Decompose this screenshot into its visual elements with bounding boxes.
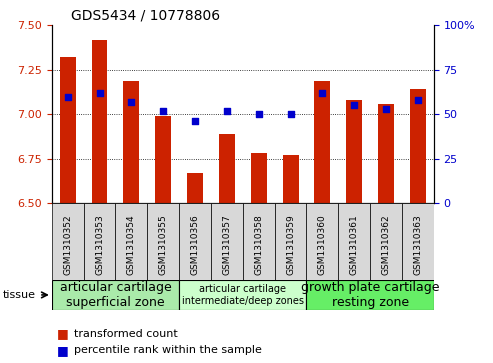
- Text: ■: ■: [57, 344, 69, 357]
- Bar: [92, 40, 107, 203]
- Bar: [84, 203, 115, 280]
- Bar: [275, 203, 307, 280]
- Bar: [346, 100, 362, 203]
- Point: [64, 94, 71, 99]
- Text: articular cartilage
intermediate/deep zones: articular cartilage intermediate/deep zo…: [182, 284, 304, 306]
- Bar: [307, 203, 338, 280]
- Bar: [370, 203, 402, 280]
- Point: [286, 111, 294, 117]
- Point: [414, 97, 422, 103]
- Bar: [243, 203, 275, 280]
- Bar: [251, 154, 267, 203]
- Point: [96, 90, 104, 96]
- Text: GSM1310352: GSM1310352: [63, 215, 72, 276]
- Bar: [378, 104, 394, 203]
- Bar: [60, 57, 75, 203]
- Point: [191, 119, 199, 125]
- Bar: [115, 203, 147, 280]
- Text: percentile rank within the sample: percentile rank within the sample: [74, 345, 262, 355]
- Bar: [219, 134, 235, 203]
- Bar: [52, 203, 84, 280]
- Text: GSM1310356: GSM1310356: [190, 215, 200, 276]
- Text: tissue: tissue: [2, 290, 35, 300]
- Text: GSM1310359: GSM1310359: [286, 215, 295, 276]
- Text: growth plate cartilage
resting zone: growth plate cartilage resting zone: [301, 281, 439, 309]
- Point: [127, 99, 135, 105]
- Bar: [187, 173, 203, 203]
- Text: GSM1310363: GSM1310363: [414, 215, 423, 276]
- Text: GSM1310354: GSM1310354: [127, 215, 136, 276]
- Point: [159, 108, 167, 114]
- Bar: [307, 280, 434, 310]
- Bar: [155, 116, 171, 203]
- Bar: [179, 280, 307, 310]
- Bar: [338, 203, 370, 280]
- Bar: [402, 203, 434, 280]
- Text: GSM1310355: GSM1310355: [159, 215, 168, 276]
- Text: articular cartilage
superficial zone: articular cartilage superficial zone: [60, 281, 172, 309]
- Bar: [52, 280, 179, 310]
- Text: GDS5434 / 10778806: GDS5434 / 10778806: [71, 9, 220, 23]
- Text: GSM1310361: GSM1310361: [350, 215, 359, 276]
- Bar: [211, 203, 243, 280]
- Text: GSM1310362: GSM1310362: [382, 215, 390, 276]
- Text: GSM1310358: GSM1310358: [254, 215, 263, 276]
- Bar: [315, 81, 330, 203]
- Point: [351, 102, 358, 108]
- Bar: [282, 155, 299, 203]
- Bar: [179, 203, 211, 280]
- Bar: [147, 203, 179, 280]
- Point: [255, 111, 263, 117]
- Point: [318, 90, 326, 96]
- Bar: [123, 81, 140, 203]
- Text: GSM1310357: GSM1310357: [222, 215, 231, 276]
- Text: GSM1310360: GSM1310360: [318, 215, 327, 276]
- Text: GSM1310353: GSM1310353: [95, 215, 104, 276]
- Point: [223, 108, 231, 114]
- Point: [382, 106, 390, 112]
- Text: ■: ■: [57, 327, 69, 340]
- Text: transformed count: transformed count: [74, 329, 177, 339]
- Bar: [410, 89, 426, 203]
